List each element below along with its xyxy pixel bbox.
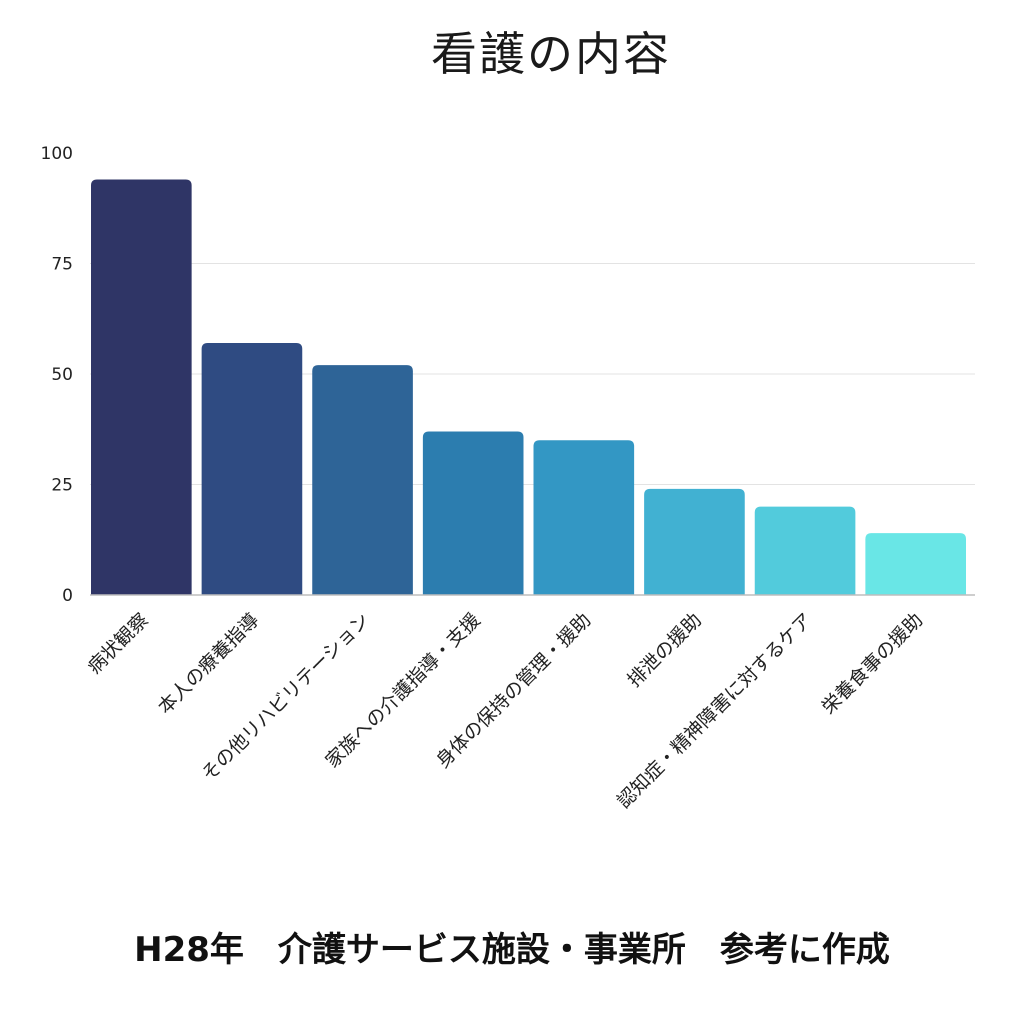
x-category-label: 栄養食事の援助	[818, 609, 928, 719]
x-axis-category-labels: 病状観察 本人の療養指導その他リハビリテーション家族への介護指導・支援身体の保持の…	[84, 609, 928, 813]
bar-5	[533, 440, 635, 595]
chart-title: 看護の内容	[431, 27, 671, 81]
y-tick-label: 100	[41, 144, 73, 164]
y-tick-label: 75	[51, 255, 73, 275]
bar-chart: 0 25 50 75 100 病状観察 本人の療養指導その他リハビリテーション家族への介護…	[41, 144, 975, 813]
y-tick-label: 0	[62, 586, 73, 606]
bar-2	[201, 343, 303, 595]
y-tick-label: 25	[51, 476, 73, 496]
y-tick-label: 50	[51, 365, 73, 385]
x-category-label: 本人の療養指導	[154, 609, 264, 719]
bar-4	[422, 431, 524, 595]
x-category-label: 病状観察	[84, 609, 153, 678]
bar-6	[644, 488, 745, 595]
bar-3	[312, 365, 413, 595]
y-axis-ticks: 0 25 50 75 100	[41, 144, 73, 606]
bars	[91, 179, 966, 595]
bar-7	[754, 506, 856, 595]
bar-8	[865, 533, 966, 595]
x-category-label: 排泄の援助	[623, 609, 706, 692]
footer-source-note: H28年 介護サービス施設・事業所 参考に作成	[134, 930, 890, 970]
bar-1	[91, 179, 192, 595]
x-category-label: 認知症・精神障害に対するケア	[613, 609, 817, 813]
